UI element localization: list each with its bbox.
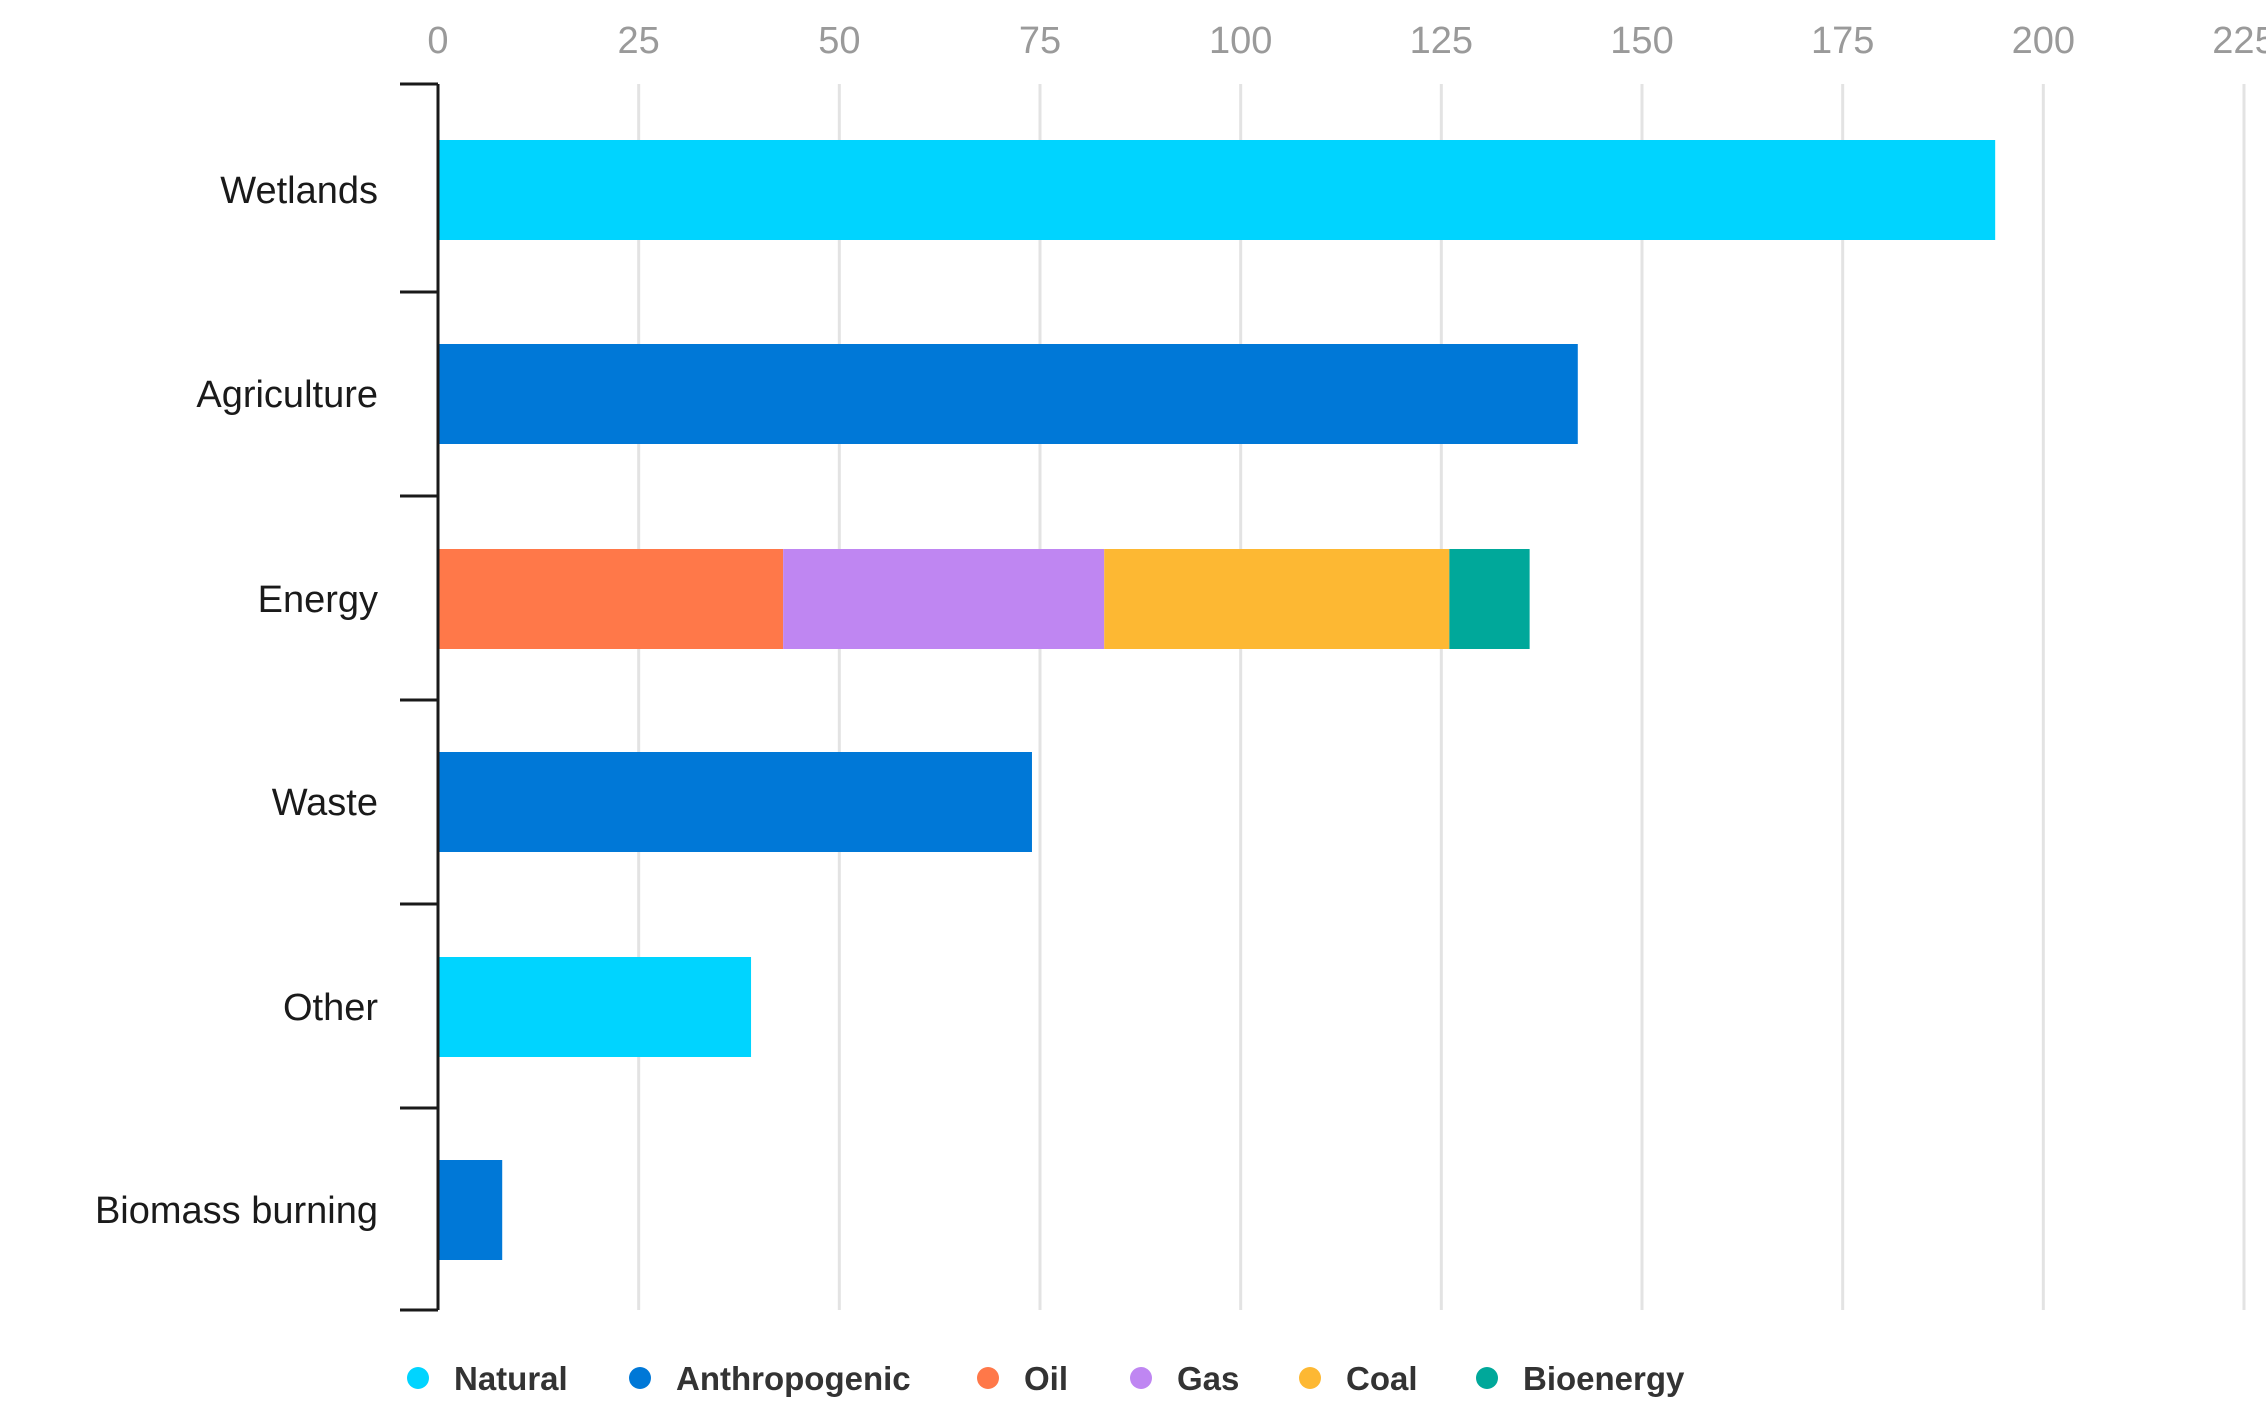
bar-agriculture-anthropogenic — [438, 344, 1578, 444]
category-label-wetlands: Wetlands — [220, 170, 378, 212]
legend-label-coal: Coal — [1346, 1360, 1418, 1397]
bar-wetlands-natural — [438, 140, 1996, 240]
legend-marker-oil — [977, 1367, 999, 1389]
bar-other-natural — [438, 957, 752, 1057]
x-tick-label-100: 100 — [1209, 20, 1272, 62]
legend-marker-anthropogenic — [629, 1367, 651, 1389]
x-tick-label-50: 50 — [818, 20, 860, 62]
legend-label-natural: Natural — [454, 1360, 568, 1397]
x-tick-label-0: 0 — [427, 20, 448, 62]
category-label-agriculture: Agriculture — [196, 374, 378, 416]
category-label-biomass-burning: Biomass burning — [95, 1190, 378, 1232]
bar-energy-bioenergy — [1449, 549, 1530, 649]
legend-label-gas: Gas — [1177, 1360, 1239, 1397]
legend: Natural Anthropogenic Oil Gas Coal Bioenergy — [407, 1360, 1685, 1397]
legend-label-oil: Oil — [1024, 1360, 1068, 1397]
legend-marker-bioenergy — [1476, 1367, 1498, 1389]
bar-energy-gas — [783, 549, 1105, 649]
legend-marker-gas — [1130, 1367, 1152, 1389]
y-axis — [400, 82, 440, 1312]
x-tick-labels: 0 25 50 75 100 125 150 175 200 225 — [427, 20, 2266, 62]
x-tick-label-175: 175 — [1811, 20, 1874, 62]
x-tick-label-225: 225 — [2212, 20, 2266, 62]
x-tick-label-75: 75 — [1019, 20, 1061, 62]
legend-marker-natural — [407, 1367, 429, 1389]
x-tick-label-25: 25 — [618, 20, 660, 62]
bar-energy-coal — [1104, 549, 1450, 649]
category-labels: Wetlands Agriculture Energy Waste Other Bioma… — [95, 170, 378, 1232]
bars-layer — [438, 140, 1996, 1260]
legend-marker-coal — [1299, 1367, 1321, 1389]
category-label-waste: Waste — [272, 782, 378, 824]
x-tick-label-150: 150 — [1610, 20, 1673, 62]
bar-waste-anthropogenic — [438, 752, 1032, 852]
legend-label-bioenergy: Bioenergy — [1523, 1360, 1685, 1397]
bar-biomass-burning-anthropogenic — [438, 1160, 503, 1260]
bar-energy-oil — [438, 549, 784, 649]
category-label-energy: Energy — [258, 579, 378, 621]
grid-layer — [637, 84, 2246, 1310]
x-tick-label-200: 200 — [2012, 20, 2075, 62]
category-label-other: Other — [283, 987, 378, 1029]
legend-label-anthropogenic: Anthropogenic — [676, 1360, 911, 1397]
x-tick-label-125: 125 — [1410, 20, 1473, 62]
